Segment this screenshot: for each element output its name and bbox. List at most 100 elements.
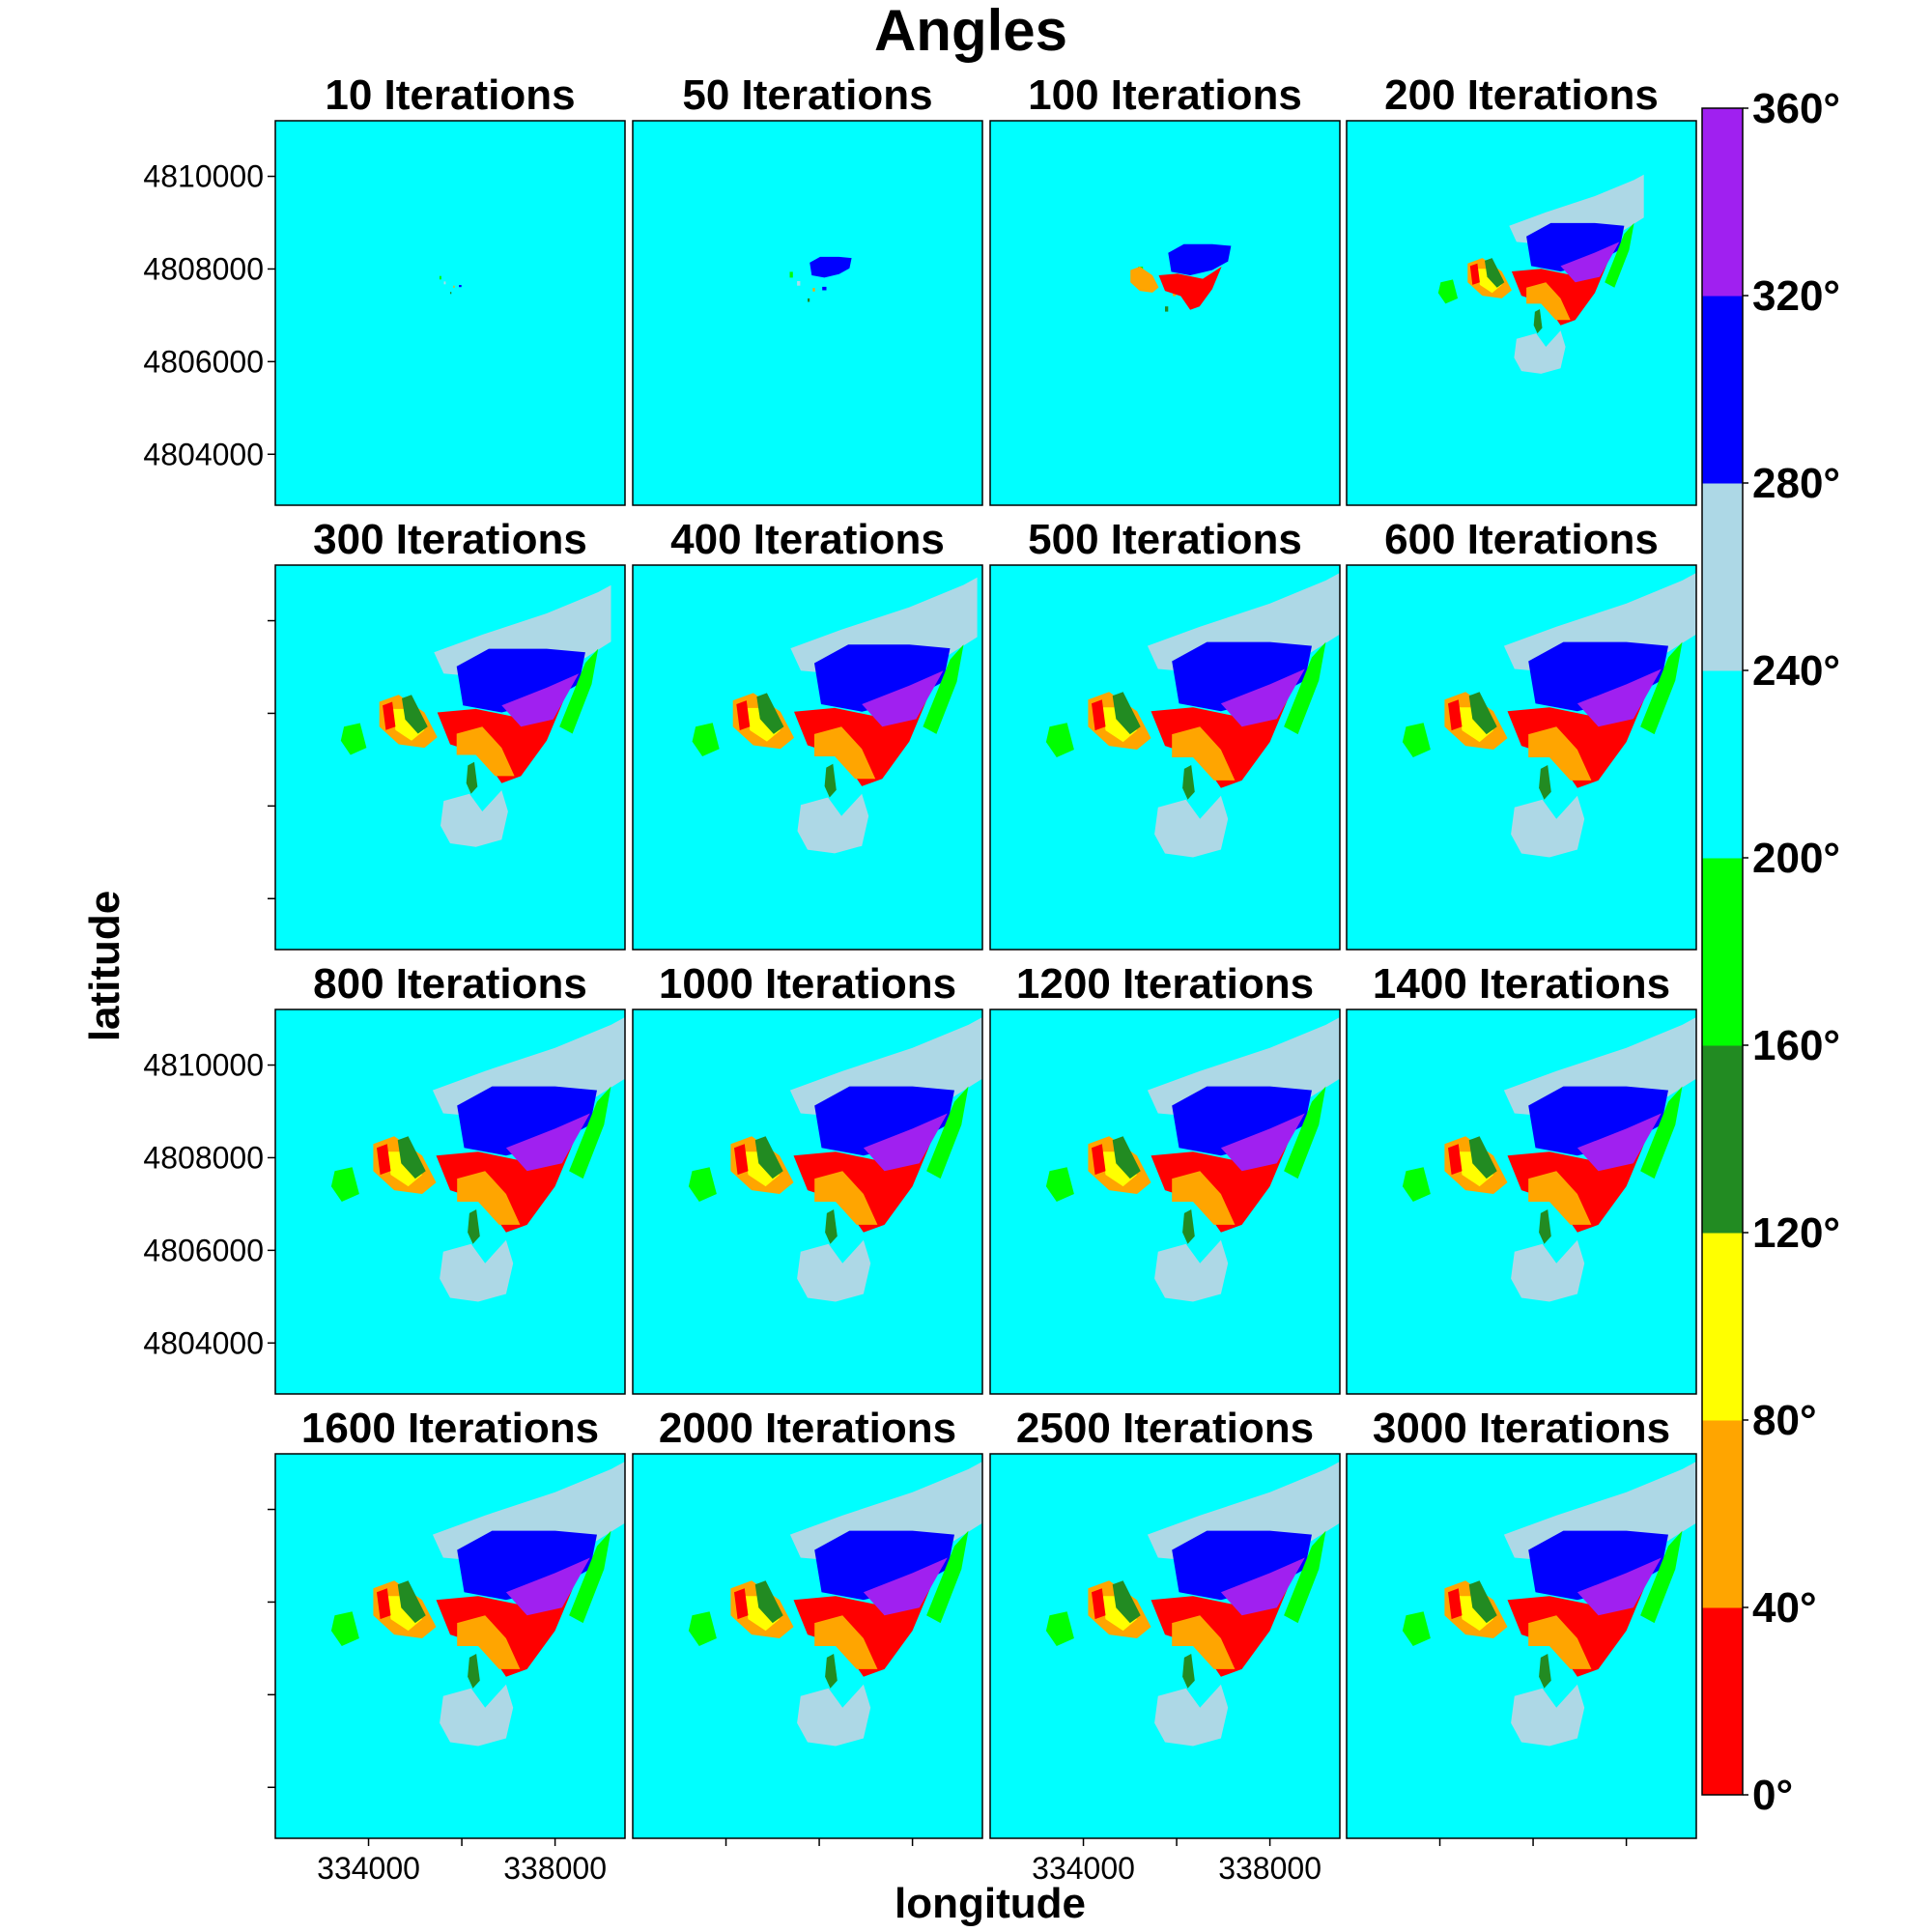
panel-title: 1200 Iterations — [1016, 960, 1314, 1008]
panel-border — [632, 564, 983, 951]
colorbar-segment — [1702, 858, 1743, 1046]
figure-title: Angles — [874, 0, 1067, 63]
region-orange — [1528, 1171, 1592, 1225]
region-left-red — [1448, 1144, 1463, 1176]
region-left-yellow — [392, 708, 425, 741]
region-stem — [468, 1209, 480, 1244]
region-purple — [505, 1557, 590, 1616]
colorbar-segment — [1702, 670, 1743, 859]
panel-background — [990, 121, 1340, 505]
region-left-red — [383, 701, 396, 730]
panel-14: 2000 Iterations — [632, 1405, 983, 1839]
panel-title: 800 Iterations — [313, 960, 587, 1008]
region-left-yellow — [1101, 1596, 1137, 1632]
region-green-right — [569, 1530, 611, 1624]
region-green-right — [1284, 641, 1326, 735]
y-tick-label: 4810000 — [143, 159, 264, 194]
region-purple — [501, 673, 580, 727]
panel-border — [1346, 564, 1697, 951]
region-green-left — [1402, 1611, 1431, 1646]
region-green-left — [1437, 279, 1459, 304]
region-left-yellow — [744, 1596, 780, 1632]
panel-title: 2500 Iterations — [1016, 1405, 1314, 1452]
region-purple — [862, 670, 944, 727]
axes: 4804000 4806000 4808000 4810000 4804000 48060… — [143, 159, 1628, 1886]
region-lightblue-bottom — [797, 1239, 871, 1302]
region-blue — [810, 256, 852, 278]
region-green-left — [1402, 723, 1431, 757]
panel-title: 600 Iterations — [1384, 516, 1659, 563]
region-left-yellow — [386, 1596, 422, 1632]
x-tick-label: 334000 — [1032, 1851, 1135, 1886]
colorbar-label: 40° — [1752, 1584, 1817, 1632]
region-purple — [1220, 1113, 1305, 1172]
region-lightblue-bottom — [1511, 795, 1585, 858]
region-left-yellow — [1458, 1596, 1493, 1632]
region-green-left — [1045, 723, 1074, 757]
region-patch — [459, 285, 462, 288]
region-green-left — [1045, 1611, 1074, 1646]
colorbar-segment — [1702, 1420, 1743, 1608]
panel-border — [1346, 120, 1697, 506]
region-patch — [453, 285, 455, 288]
panel-10: 1000 Iterations — [632, 960, 983, 1395]
region-stem — [1182, 1654, 1195, 1689]
region-orange — [1172, 1615, 1236, 1669]
panel-4: 200 Iterations — [1346, 71, 1697, 506]
region-left-darkgreen — [756, 693, 784, 734]
colorbar-label: 320° — [1752, 272, 1840, 320]
region-left-red — [734, 1144, 749, 1176]
y-axis-label: latitude — [81, 891, 128, 1041]
panel-13: 1600 Iterations — [274, 1405, 626, 1839]
panel-border — [989, 1009, 1341, 1395]
x-tick-label: 338000 — [1218, 1851, 1321, 1886]
region-lightblue-bottom — [440, 1684, 514, 1747]
region-left-darkgreen — [402, 695, 428, 734]
x-axis-label: longitude — [895, 1880, 1086, 1927]
region-left-yellow — [1458, 1151, 1493, 1187]
panel-border — [274, 1453, 626, 1839]
region-left-yellow — [1477, 269, 1502, 294]
region-green-right — [1640, 1530, 1683, 1624]
colorbar-segment — [1702, 1607, 1743, 1796]
y-tick-label: 4804000 — [143, 437, 264, 471]
colorbar-segment — [1702, 1233, 1743, 1421]
panel-3: 100 Iterations — [989, 71, 1341, 506]
y-tick-label: 4806000 — [143, 344, 264, 379]
region-green-right — [1605, 222, 1634, 288]
region-orange — [814, 1615, 878, 1669]
region-purple — [863, 1557, 948, 1616]
panel-title: 10 Iterations — [325, 71, 575, 119]
region-left-darkgreen — [397, 1136, 426, 1179]
panel-background — [633, 121, 982, 505]
colorbar-segment — [1702, 483, 1743, 671]
region-lightblue-bottom — [1511, 1239, 1585, 1302]
region-orange — [457, 1171, 521, 1225]
region-green-left — [692, 723, 720, 756]
panel-title: 3000 Iterations — [1373, 1405, 1670, 1452]
region-left-yellow — [1101, 1151, 1137, 1187]
region-green-right — [1640, 641, 1683, 735]
panel-border — [989, 120, 1341, 506]
panel-15: 2500 Iterations — [989, 1405, 1341, 1839]
y-tick-label: 4808000 — [143, 251, 264, 286]
colorbar-segment — [1702, 108, 1743, 297]
region-purple — [1577, 668, 1662, 727]
panel-title: 200 Iterations — [1384, 71, 1659, 119]
region-orange — [456, 726, 515, 777]
region-left-red — [734, 1588, 749, 1620]
region-patch — [789, 271, 793, 278]
y-tick-label: 4810000 — [143, 1048, 264, 1083]
region-stem — [1533, 309, 1543, 334]
region-lightblue-bottom — [797, 1684, 871, 1747]
region-green-left — [1402, 1167, 1431, 1202]
y-tick-label: 4804000 — [143, 1325, 264, 1360]
panel-border — [989, 1453, 1341, 1839]
region-left-red — [377, 1144, 391, 1176]
region-orange — [1528, 1615, 1592, 1669]
region-stem — [825, 1654, 838, 1689]
region-left-yellow — [746, 707, 781, 742]
region-green-left — [688, 1611, 717, 1646]
region-left-red — [1448, 1588, 1463, 1620]
